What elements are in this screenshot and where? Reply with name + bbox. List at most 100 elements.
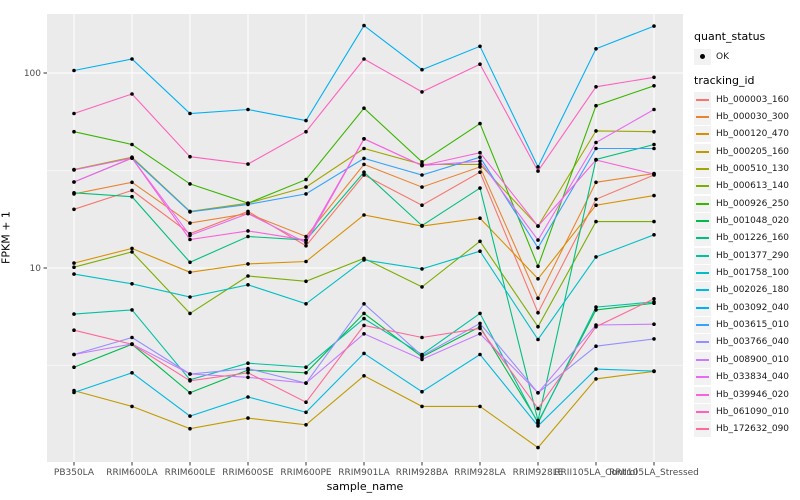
data-point	[246, 211, 250, 216]
data-point	[652, 369, 656, 373]
data-point	[594, 255, 598, 259]
line-swatch-icon	[694, 421, 711, 438]
data-point	[362, 311, 366, 316]
data-point	[246, 366, 250, 371]
series-color-line-icon	[696, 358, 709, 361]
data-point	[536, 224, 540, 228]
tracking-id-legend-items: Hb_000003_160 Hb_000030_300 Hb_000120_470 H…	[694, 91, 789, 438]
data-point	[362, 374, 366, 378]
data-point	[478, 155, 482, 159]
line-swatch-icon	[694, 317, 711, 334]
data-point	[652, 172, 656, 176]
data-point	[130, 92, 134, 96]
data-point	[478, 249, 482, 253]
data-point	[536, 324, 540, 329]
data-point	[478, 186, 482, 190]
line-swatch-icon	[694, 282, 711, 299]
data-point	[188, 426, 192, 431]
data-point	[478, 150, 482, 155]
tracking-id-label: Hb_000926_250	[716, 198, 790, 209]
data-point	[246, 162, 250, 166]
data-point	[652, 337, 656, 341]
x-tick-label: RRIM928BA	[396, 468, 449, 478]
series-color-line-icon	[696, 185, 709, 188]
data-point	[362, 316, 366, 321]
data-point	[594, 140, 598, 145]
data-point	[188, 210, 192, 214]
tracking-id-legend-item: Hb_039946_020	[694, 386, 789, 403]
data-point	[362, 146, 366, 151]
data-point	[246, 416, 250, 420]
data-point	[536, 445, 540, 450]
tracking-id-legend-item: Hb_000613_140	[694, 178, 789, 195]
data-point	[594, 180, 598, 185]
data-point	[652, 322, 656, 327]
y-axis-title: FPKM + 1	[0, 211, 13, 264]
data-point	[188, 372, 192, 376]
data-point	[246, 361, 250, 366]
data-point	[362, 258, 366, 262]
data-point	[72, 168, 76, 172]
data-point	[652, 233, 656, 237]
data-point	[420, 389, 424, 394]
black-point-icon	[700, 54, 705, 60]
data-point	[420, 285, 424, 289]
series-color-line-icon	[696, 289, 709, 292]
data-point	[304, 240, 308, 245]
data-point	[304, 234, 308, 239]
y-tick-label: 10	[30, 264, 42, 274]
data-point	[594, 367, 598, 371]
series-color-line-icon	[696, 254, 709, 257]
data-point	[72, 312, 76, 316]
data-point	[420, 67, 424, 72]
data-point	[362, 302, 366, 306]
series-color-line-icon	[696, 133, 709, 136]
tracking-id-legend-item: Hb_000003_160	[694, 91, 789, 108]
series-color-line-icon	[696, 150, 709, 153]
data-point	[652, 84, 656, 88]
tracking-id-label: Hb_008900_010	[716, 354, 790, 365]
x-tick-label: RRII105LA_Control	[554, 468, 637, 478]
data-point	[130, 404, 134, 409]
legend-title-tracking-id: tracking_id	[694, 74, 755, 87]
y-tick-label: 100	[24, 69, 41, 79]
data-point	[72, 352, 76, 357]
data-point	[478, 165, 482, 169]
series-color-line-icon	[696, 98, 709, 101]
data-point	[420, 335, 424, 340]
data-point	[652, 107, 656, 112]
data-point	[594, 203, 598, 207]
data-point	[72, 265, 76, 270]
data-point	[420, 173, 424, 177]
line-swatch-icon	[694, 178, 711, 195]
x-tick-label: RRIM600SE	[222, 468, 274, 478]
data-point	[304, 381, 308, 385]
tracking-id-legend-item: Hb_001048_020	[694, 212, 789, 230]
data-point	[478, 239, 482, 244]
tracking-id-legend-item: Hb_000205_160	[694, 143, 789, 160]
data-point	[536, 246, 540, 250]
data-point	[130, 188, 134, 193]
data-point	[362, 332, 366, 336]
data-point	[594, 85, 598, 89]
data-point	[652, 75, 656, 80]
quant-status-legend-item: OK	[694, 48, 729, 65]
data-point	[536, 391, 540, 395]
data-point	[304, 185, 308, 189]
data-point	[130, 156, 134, 160]
tracking-id-label: Hb_000510_130	[716, 164, 790, 175]
tracking-id-legend-item: Hb_000510_130	[694, 160, 790, 178]
data-point	[72, 129, 76, 134]
tracking-id-legend-item: Hb_000030_300	[694, 108, 789, 126]
line-swatch-icon	[694, 386, 711, 403]
series-color-line-icon	[696, 324, 709, 327]
data-point	[420, 203, 424, 207]
series-color-line-icon	[696, 272, 709, 275]
data-point	[536, 421, 540, 426]
plot-panel	[47, 14, 683, 462]
data-point	[72, 272, 76, 276]
plot-svg: 10 100 PB350LA RRIM600LA RRIM600LE RRIM600SE R…	[24, 14, 699, 478]
data-point	[72, 390, 76, 395]
data-point	[188, 270, 192, 275]
data-point	[246, 375, 250, 380]
